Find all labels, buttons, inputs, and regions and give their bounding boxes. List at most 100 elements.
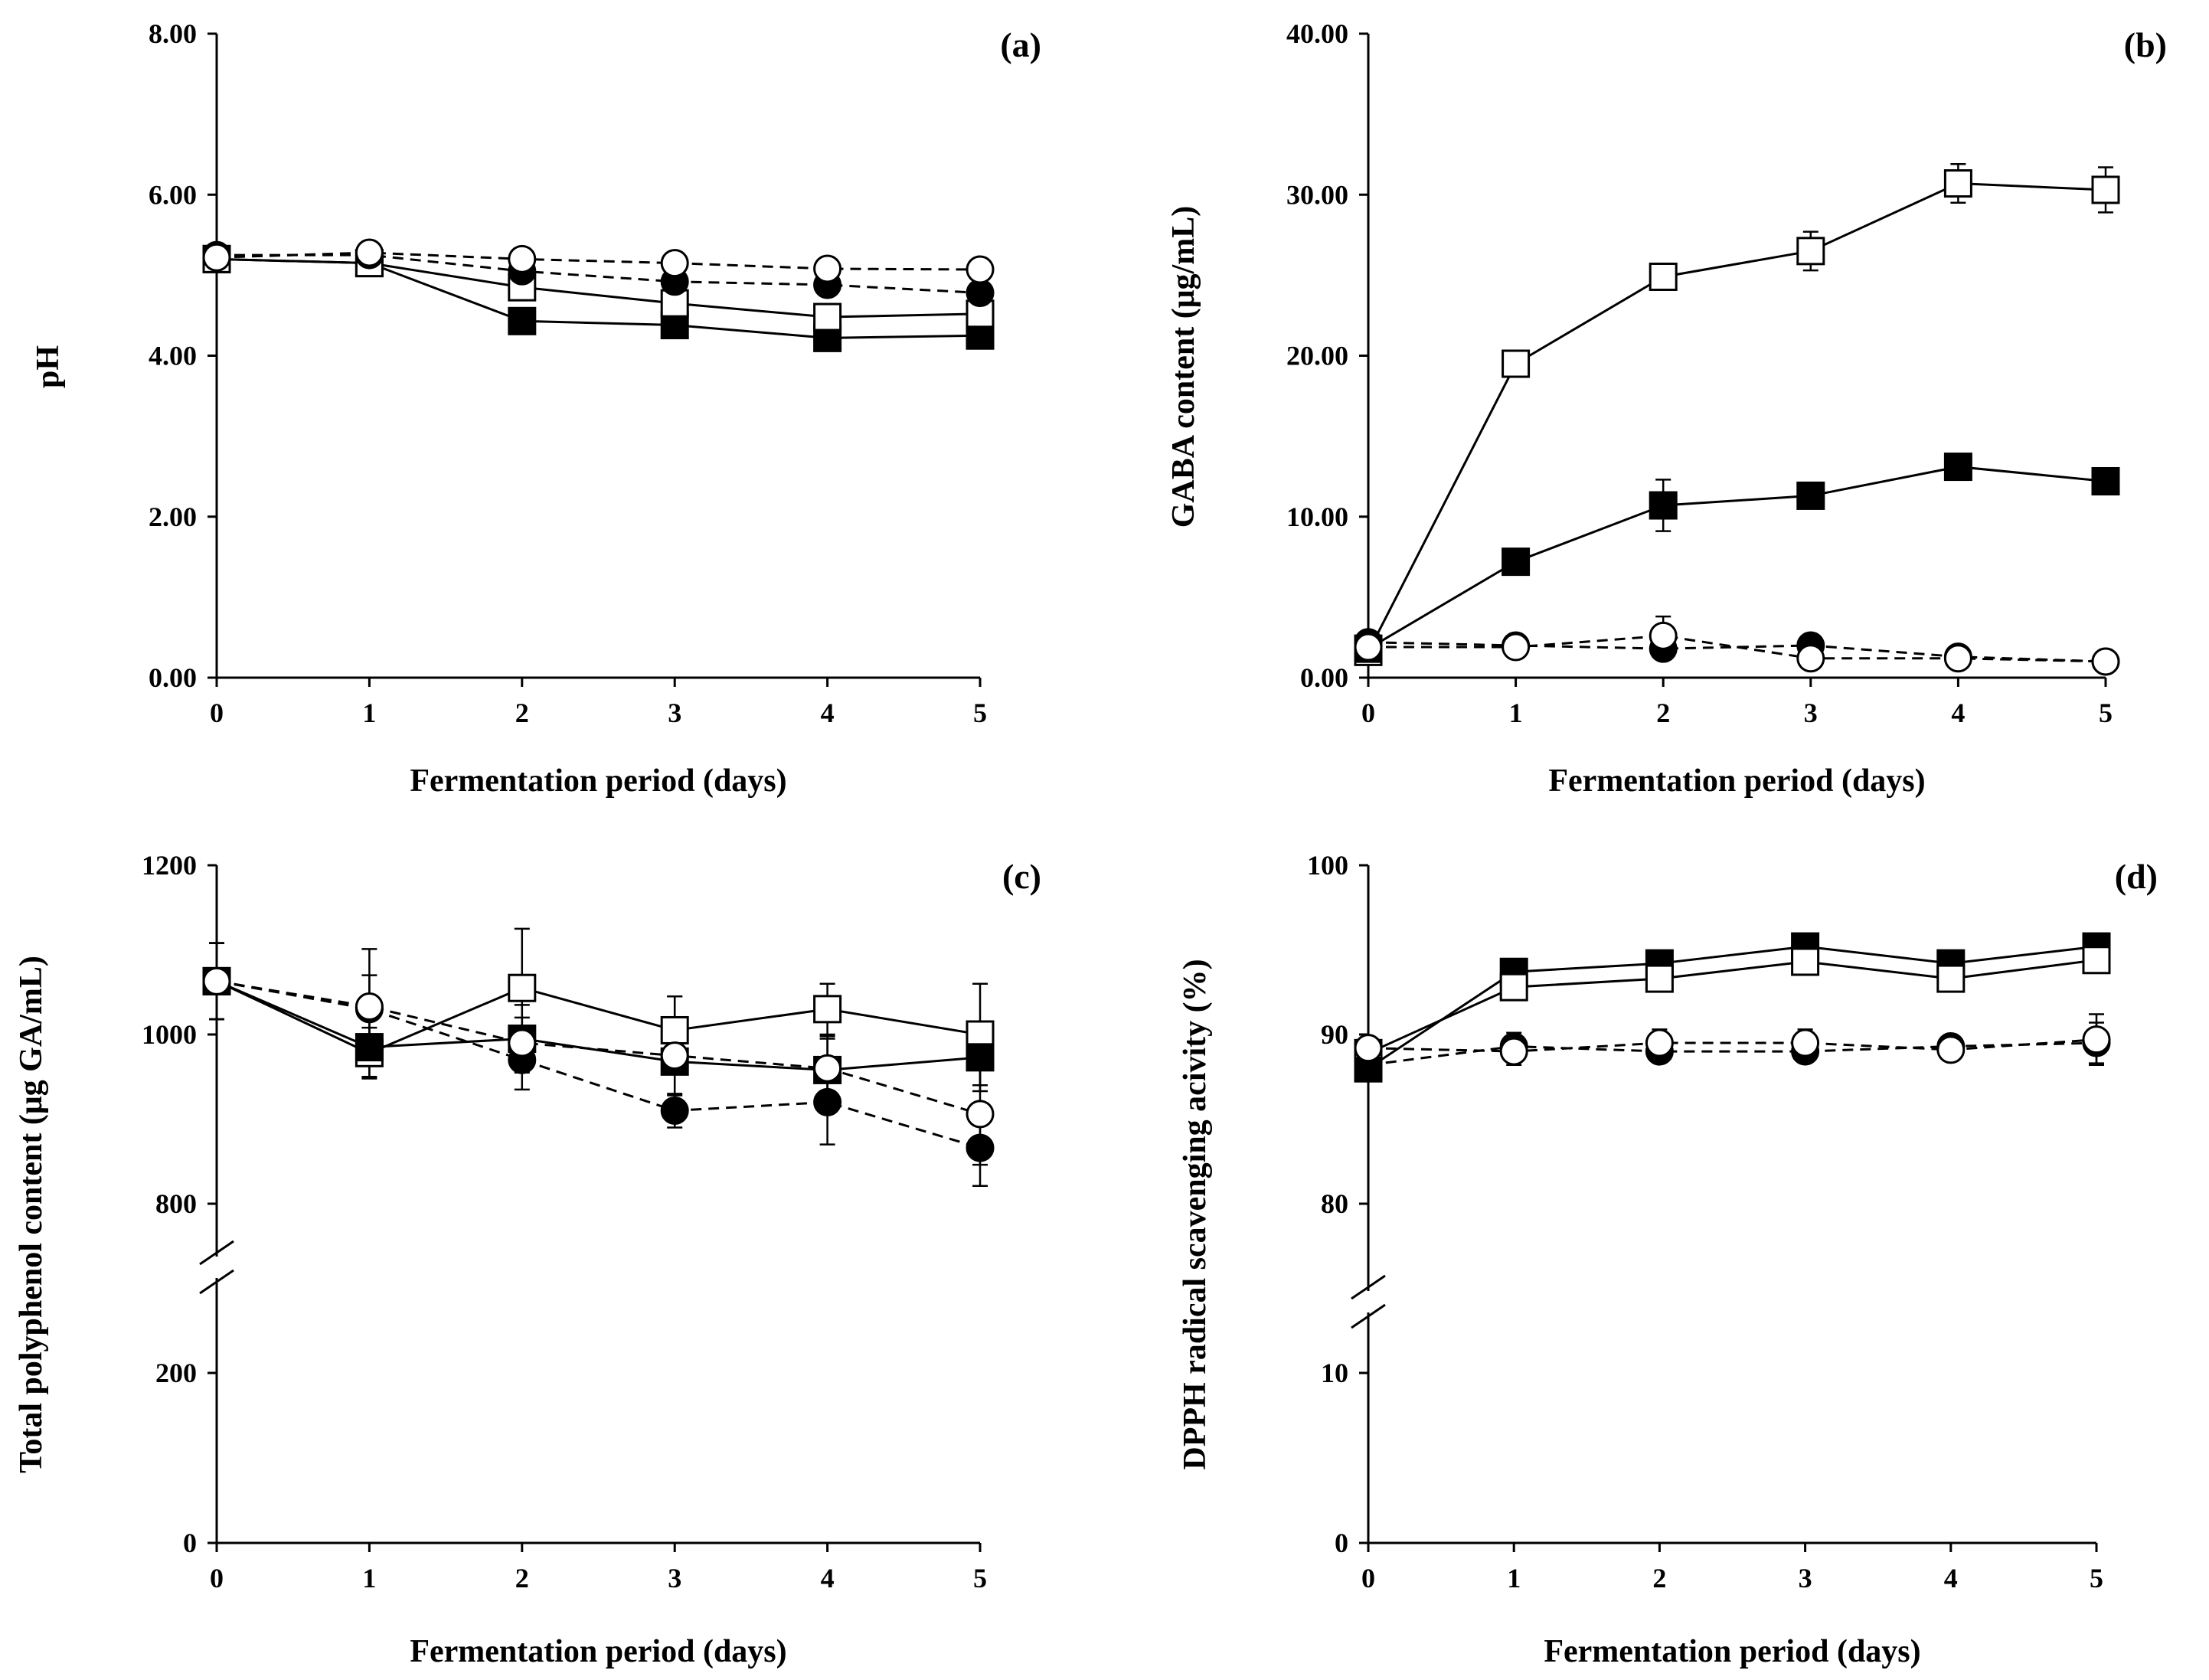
x-tick-label: 5: [973, 698, 987, 728]
data-point-series-2: [1936, 964, 1966, 993]
y-axis-title: GABA content (μg/mL): [1166, 206, 1201, 528]
series-line-3: [1368, 1041, 2097, 1067]
panel-label: (a): [1000, 25, 1041, 64]
data-point-series-2: [813, 302, 842, 332]
data-point-series-4: [1649, 621, 1678, 650]
chart-panel-1: 0.00 2.00 4.00 6.00 8.00 0 1 2 3 4 5 Fermentation p…: [31, 18, 1041, 799]
x-tick-label: 5: [973, 1563, 987, 1593]
data-point-series-4: [202, 966, 231, 995]
x-tick-label: 0: [210, 698, 224, 728]
y-tick-label: 800: [155, 1188, 197, 1219]
data-point-series-4: [813, 254, 842, 283]
axis-break-mark: [1351, 1274, 1386, 1300]
x-tick-label: 1: [362, 698, 376, 728]
data-point-series-2: [2091, 466, 2120, 495]
y-tick-label: 10.00: [1286, 502, 1348, 532]
y-tick-label: 20.00: [1286, 341, 1348, 371]
data-point-series-2: [2082, 946, 2111, 975]
y-tick-label: 90: [1321, 1019, 1348, 1050]
data-point-series-4: [1354, 1034, 1383, 1063]
series-line-1: [216, 257, 981, 339]
data-point-series-1: [1796, 237, 1825, 266]
series-line-2: [1368, 466, 2106, 650]
data-point-series-4: [966, 1100, 995, 1129]
data-point-series-4: [508, 1028, 537, 1057]
series-line-4: [216, 251, 981, 271]
series-line-1: [1367, 182, 2106, 653]
data-point-series-3: [660, 1096, 689, 1125]
data-point-series-4: [2091, 647, 2120, 676]
data-point-series-4: [1499, 1037, 1528, 1066]
y-tick-label: 0.00: [1300, 662, 1348, 693]
data-point-series-4: [813, 1054, 842, 1083]
series-line-2: [216, 980, 981, 1071]
data-point-series-1: [1502, 349, 1531, 378]
x-tick-label: 2: [515, 1563, 529, 1593]
y-tick-label: 0: [183, 1528, 197, 1558]
data-point-series-2: [1791, 947, 1820, 976]
y-tick-label: 6.00: [149, 179, 197, 210]
data-point-series-3: [966, 279, 995, 308]
data-point-series-4: [1645, 1028, 1674, 1057]
chart-panel-3: 0 200 800 1000 1200 0 1 2 3 4 5 Fermentation period…: [14, 850, 1041, 1669]
panel-label: (b): [2124, 25, 2167, 64]
y-tick-label: 2.00: [149, 502, 197, 532]
y-tick-label: 200: [155, 1358, 197, 1388]
panel-label: (c): [1002, 857, 1041, 896]
x-tick-label: 4: [821, 1563, 835, 1593]
y-tick-label: 80: [1321, 1188, 1348, 1219]
data-point-series-2: [355, 1033, 384, 1062]
series-line-4: [216, 979, 981, 1116]
data-point-series-4: [202, 243, 231, 272]
chart-panel-4: 0 10 80 90 100 0 1 2 3 4 5 Fermentation period (day…: [1178, 850, 2158, 1669]
data-point-series-2: [1649, 491, 1678, 520]
y-tick-label: 10: [1321, 1358, 1348, 1388]
x-axis-title: Fermentation period (days): [1544, 1634, 1920, 1669]
data-point-series-4: [2082, 1025, 2111, 1054]
y-tick-label: 40.00: [1286, 18, 1348, 49]
data-point-series-1: [2091, 175, 2120, 204]
data-point-series-4: [660, 249, 689, 278]
y-tick-label: 4.00: [149, 341, 197, 371]
data-point-series-4: [1796, 644, 1825, 673]
x-tick-label: 0: [210, 1563, 224, 1593]
data-point-series-1: [1943, 169, 1972, 198]
x-tick-label: 4: [1944, 1563, 1958, 1593]
axis-break-mark: [1351, 1303, 1386, 1329]
data-point-series-3: [966, 1133, 995, 1162]
x-tick-label: 0: [1361, 1563, 1375, 1593]
data-point-series-3: [813, 1087, 842, 1116]
x-tick-label: 3: [1804, 698, 1818, 728]
series-line-1: [1368, 945, 2097, 1070]
data-point-series-4: [1791, 1028, 1820, 1057]
data-point-series-1: [508, 306, 537, 335]
x-tick-label: 2: [1656, 698, 1670, 728]
x-tick-label: 1: [362, 1563, 376, 1593]
data-point-series-4: [660, 1041, 689, 1070]
axis-break-mark: [199, 1269, 234, 1295]
x-axis-title: Fermentation period (days): [1548, 763, 1925, 799]
y-axis-title: DPPH radical scavenging acivity (%): [1178, 959, 1213, 1469]
y-axis-title: Total polyphenol content (μg GA/mL): [14, 956, 49, 1473]
panel-label: (d): [2115, 857, 2158, 896]
data-point-series-4: [966, 255, 995, 284]
data-point-series-2: [1645, 964, 1674, 993]
x-axis-title: Fermentation period (days): [410, 1634, 786, 1669]
y-axis-title: pH: [31, 345, 66, 388]
data-point-series-1: [1649, 262, 1678, 291]
data-point-series-4: [355, 238, 384, 267]
data-point-series-4: [1502, 632, 1531, 662]
y-tick-label: 0.00: [149, 662, 197, 693]
data-point-series-4: [508, 244, 537, 273]
data-point-series-2: [1499, 972, 1528, 1002]
y-tick-label: 30.00: [1286, 179, 1348, 210]
series-line-3: [217, 253, 981, 295]
series-line-2: [1368, 959, 2097, 1054]
axis-break-mark: [199, 1240, 234, 1266]
x-tick-label: 4: [1951, 698, 1965, 728]
x-tick-label: 2: [515, 698, 529, 728]
x-tick-label: 1: [1507, 1563, 1521, 1593]
data-point-series-4: [1354, 632, 1383, 662]
series-line-4: [1368, 634, 2106, 663]
